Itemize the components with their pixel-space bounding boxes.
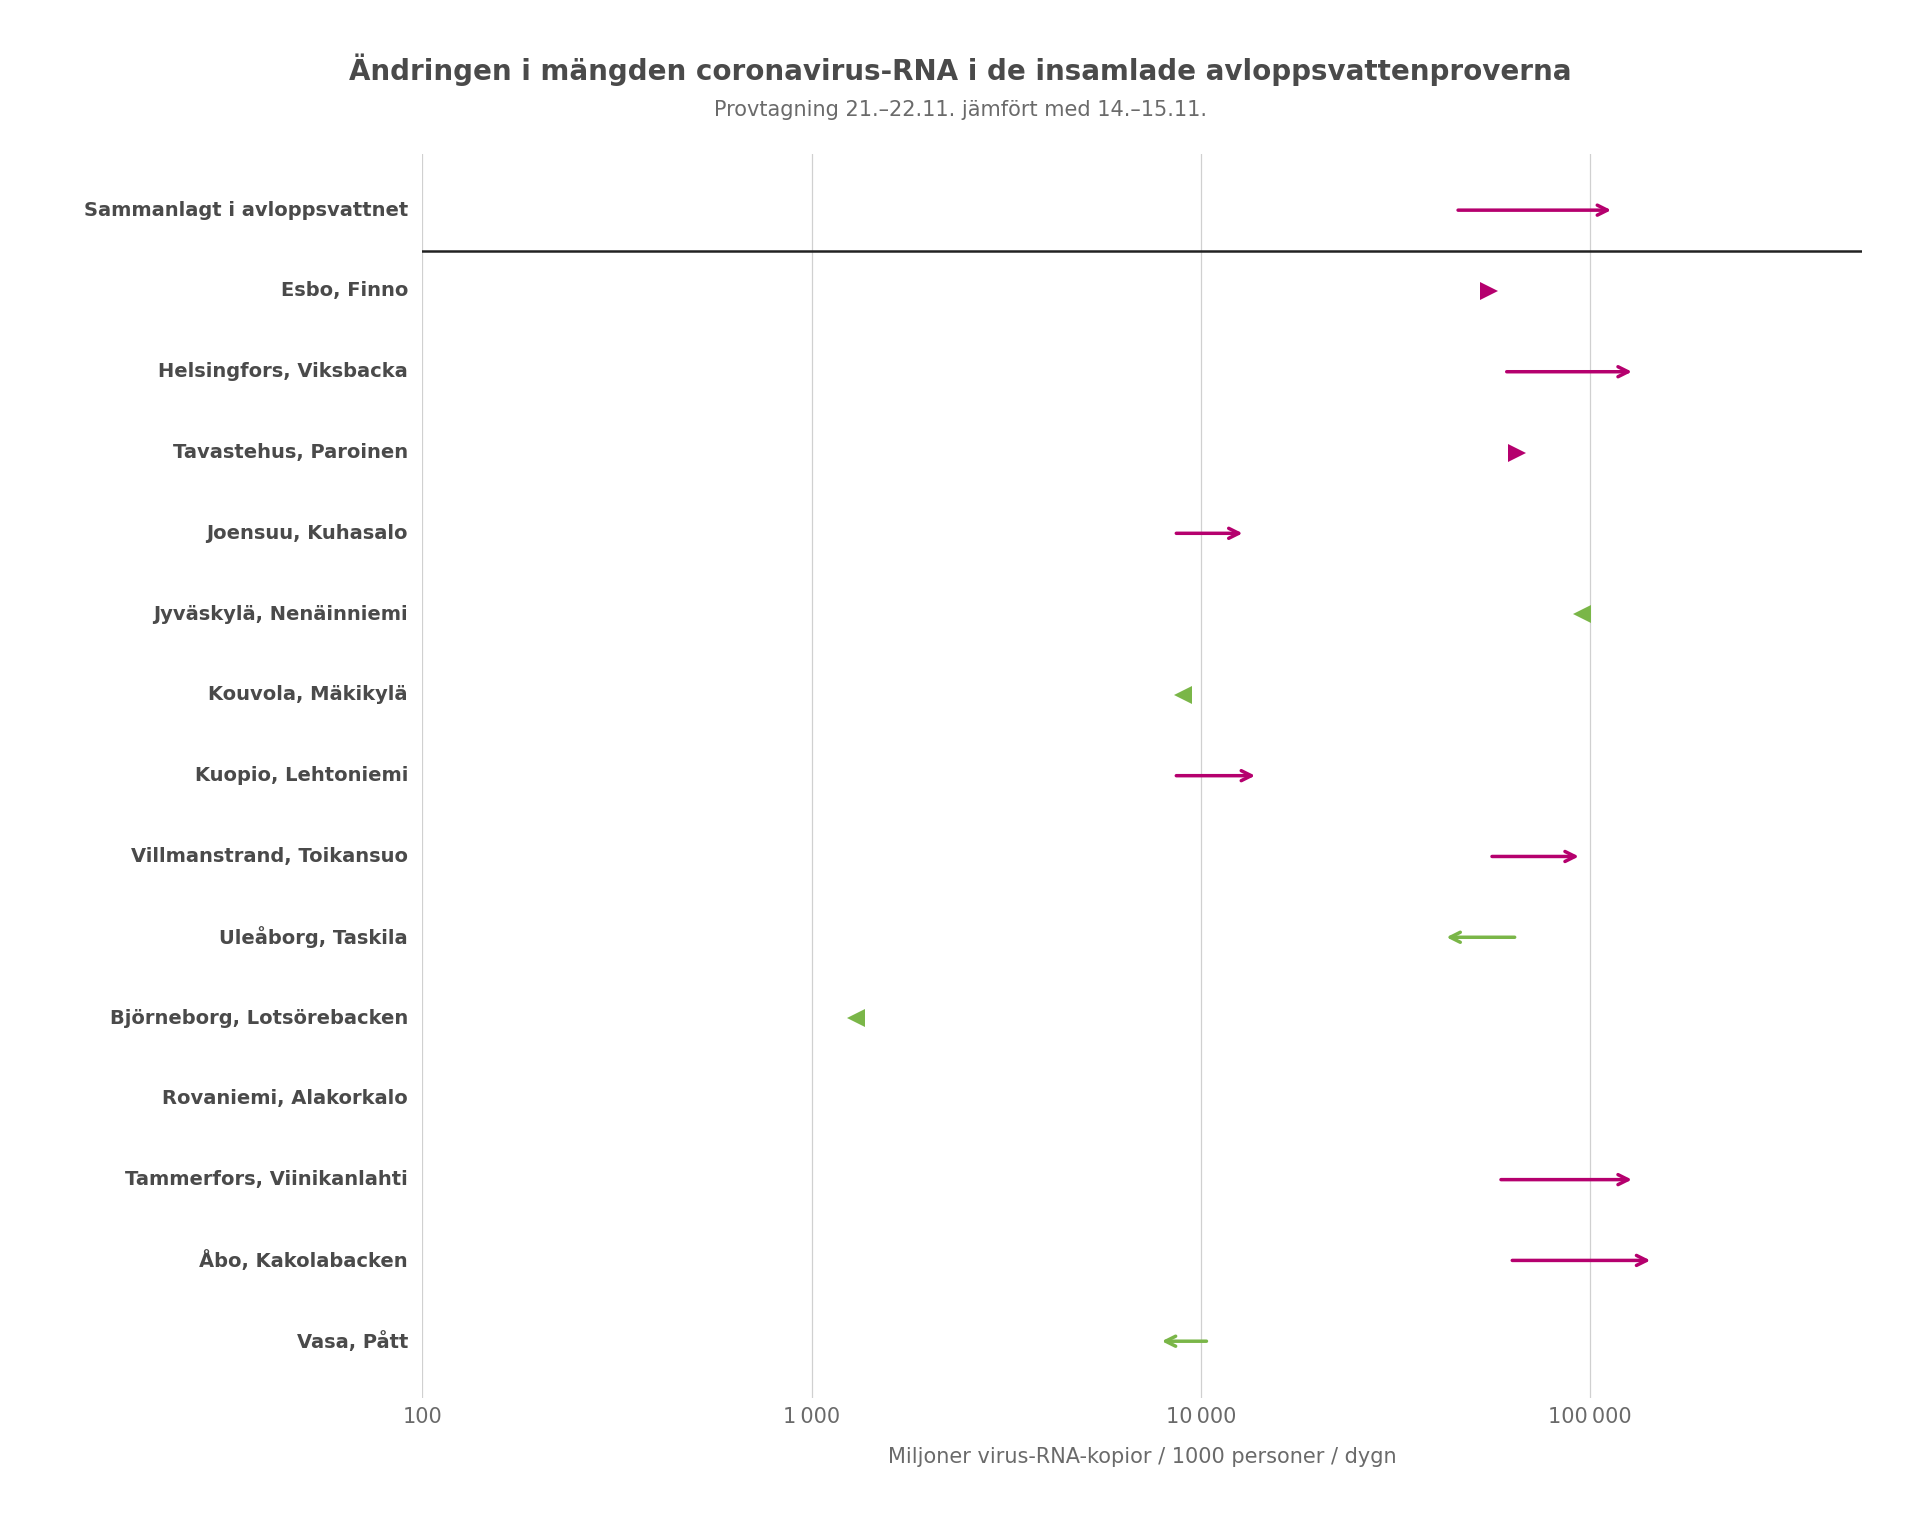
Text: Tammerfors, Viinikanlahti: Tammerfors, Viinikanlahti: [125, 1170, 407, 1189]
Text: Björneborg, Lotsörebacken: Björneborg, Lotsörebacken: [109, 1009, 407, 1028]
Text: Tavastehus, Paroinen: Tavastehus, Paroinen: [173, 442, 407, 462]
Text: Esbo, Finno: Esbo, Finno: [280, 281, 407, 301]
Text: Åbo, Kakolabacken: Åbo, Kakolabacken: [200, 1250, 407, 1270]
Text: Vasa, Pått: Vasa, Pått: [296, 1330, 407, 1352]
Text: Kuopio, Lehtoniemi: Kuopio, Lehtoniemi: [194, 766, 407, 785]
Text: Provtagning 21.–22.11. jämfört med 14.–15.11.: Provtagning 21.–22.11. jämfört med 14.–1…: [714, 100, 1206, 120]
Text: Helsingfors, Viksbacka: Helsingfors, Viksbacka: [157, 362, 407, 381]
Text: Uleåborg, Taskila: Uleåborg, Taskila: [219, 926, 407, 948]
X-axis label: Miljoner virus-RNA-kopior / 1000 personer / dygn: Miljoner virus-RNA-kopior / 1000 persone…: [889, 1447, 1396, 1467]
Text: Kouvola, Mäkikylä: Kouvola, Mäkikylä: [209, 685, 407, 705]
Text: Joensuu, Kuhasalo: Joensuu, Kuhasalo: [207, 524, 407, 542]
Text: Villmanstrand, Toikansuo: Villmanstrand, Toikansuo: [131, 846, 407, 866]
Text: Sammanlagt i avloppsvattnet: Sammanlagt i avloppsvattnet: [84, 201, 407, 220]
Text: Rovaniemi, Alakorkalo: Rovaniemi, Alakorkalo: [163, 1089, 407, 1109]
Text: Jyväskylä, Nenäinniemi: Jyväskylä, Nenäinniemi: [154, 605, 407, 624]
Text: Ändringen i mängden coronavirus-RNA i de insamlade avloppsvattenproverna: Ändringen i mängden coronavirus-RNA i de…: [349, 54, 1571, 86]
